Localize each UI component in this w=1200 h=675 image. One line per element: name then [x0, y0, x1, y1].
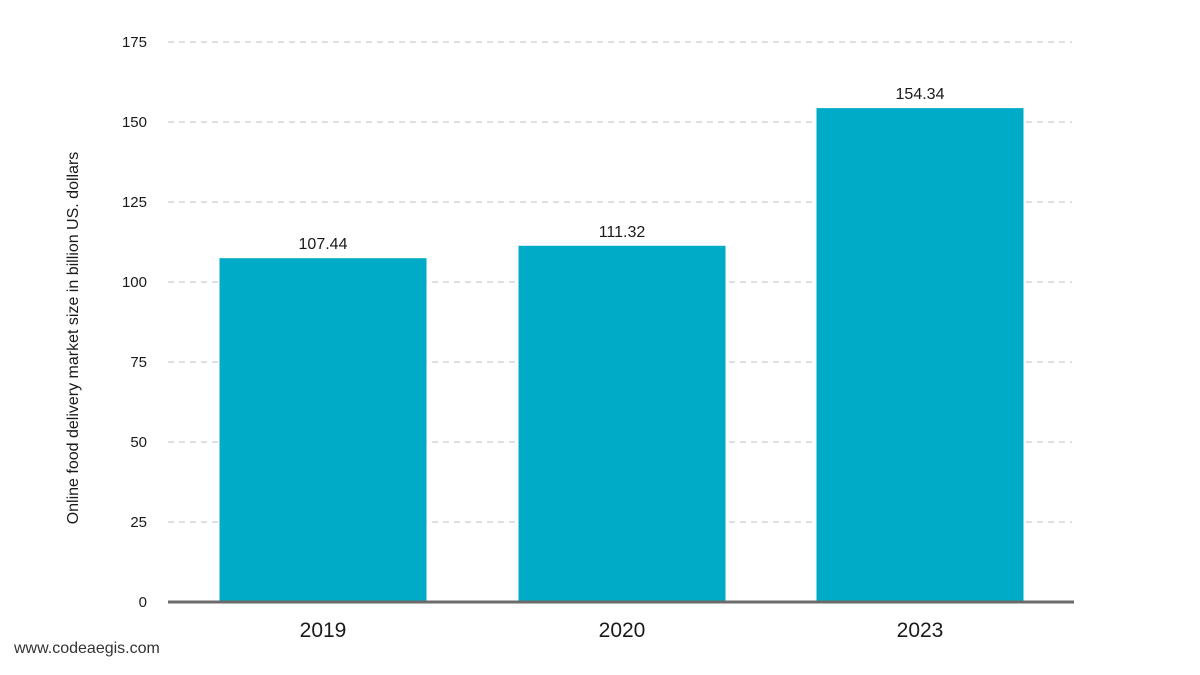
bar-2020	[518, 245, 726, 602]
data-label-2019: 107.44	[299, 236, 348, 253]
bar-2019	[219, 258, 427, 602]
y-tick-label: 75	[130, 354, 147, 371]
x-tick-label-2019: 2019	[300, 619, 347, 642]
y-tick-label: 100	[122, 274, 147, 291]
data-label-2020: 111.32	[599, 224, 646, 241]
x-tick-label-2023: 2023	[897, 619, 944, 642]
data-label-2023: 154.34	[896, 86, 945, 103]
y-axis-ticks: 0 25 50 75 100 125 150 175	[122, 34, 147, 611]
y-tick-label: 175	[122, 34, 147, 51]
data-labels: 107.44 111.32 154.34	[299, 86, 945, 253]
x-tick-label-2020: 2020	[599, 619, 646, 642]
y-tick-label: 125	[122, 194, 147, 211]
y-tick-label: 0	[139, 594, 147, 611]
y-tick-label: 150	[122, 114, 147, 131]
bars	[219, 108, 1024, 602]
source-watermark: www.codeaegis.com	[14, 640, 160, 657]
y-tick-label: 25	[130, 514, 147, 531]
y-tick-label: 50	[130, 434, 147, 451]
x-axis-labels: 2019 2020 2023	[300, 619, 944, 642]
bar-2023	[816, 108, 1024, 602]
y-axis-title: Online food delivery market size in bill…	[65, 152, 82, 525]
